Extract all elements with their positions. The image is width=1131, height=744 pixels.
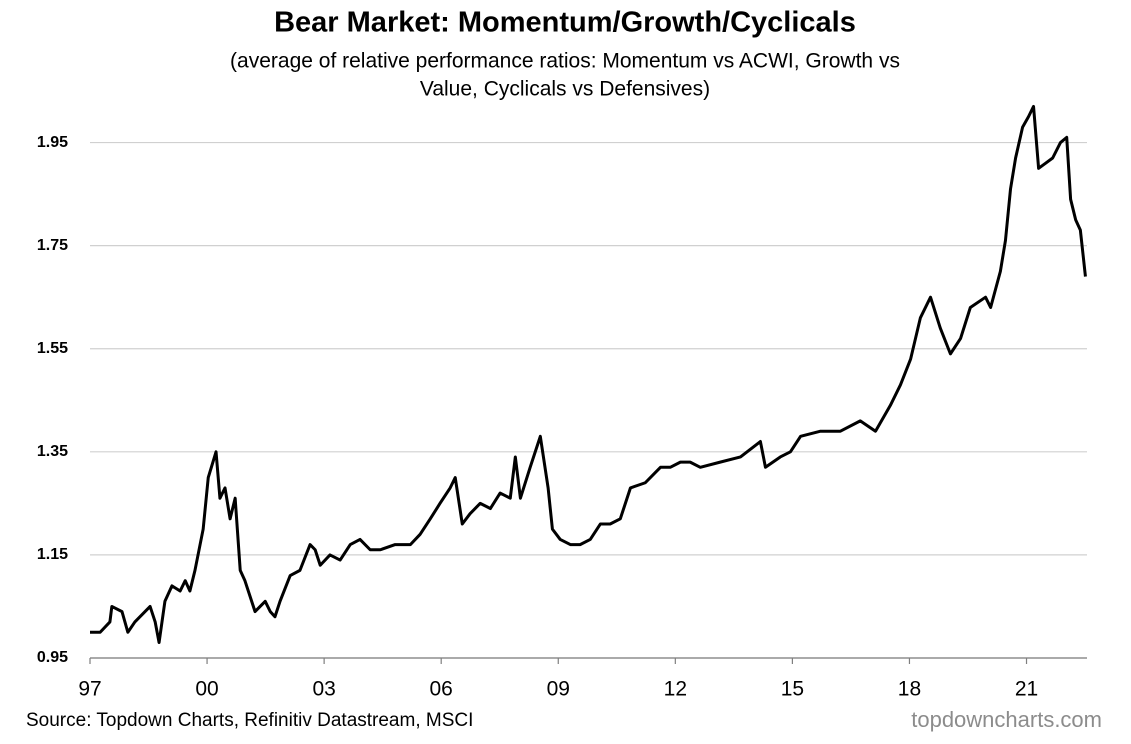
y-tick-label: 1.75 (37, 237, 68, 254)
x-tick-label: 06 (430, 678, 453, 701)
y-tick-label: 1.55 (37, 340, 68, 357)
data-line (90, 104, 1087, 645)
y-tick-label: 1.35 (37, 443, 68, 460)
x-tick-label: 18 (898, 678, 921, 701)
watermark: topdowncharts.com (911, 707, 1102, 732)
source-note: Source: Topdown Charts, Refinitiv Datast… (26, 710, 473, 731)
x-tick-label: 15 (781, 678, 804, 701)
y-tick-label: 1.15 (37, 546, 68, 563)
chart-subtitle: (average of relative performance ratios:… (230, 50, 900, 73)
x-tick-label: 09 (547, 678, 570, 701)
x-tick-label: 03 (312, 678, 335, 701)
x-tick-label: 12 (664, 678, 687, 701)
chart-subtitle: Value, Cyclicals vs Defensives) (420, 78, 710, 101)
x-tick-label: 00 (195, 678, 218, 701)
y-tick-label: 1.95 (37, 134, 68, 151)
x-tick-label: 97 (78, 678, 101, 701)
y-tick-label: 0.95 (37, 649, 68, 666)
chart-title: Bear Market: Momentum/Growth/Cyclicals (274, 7, 856, 39)
x-tick-label: 21 (1015, 678, 1038, 701)
